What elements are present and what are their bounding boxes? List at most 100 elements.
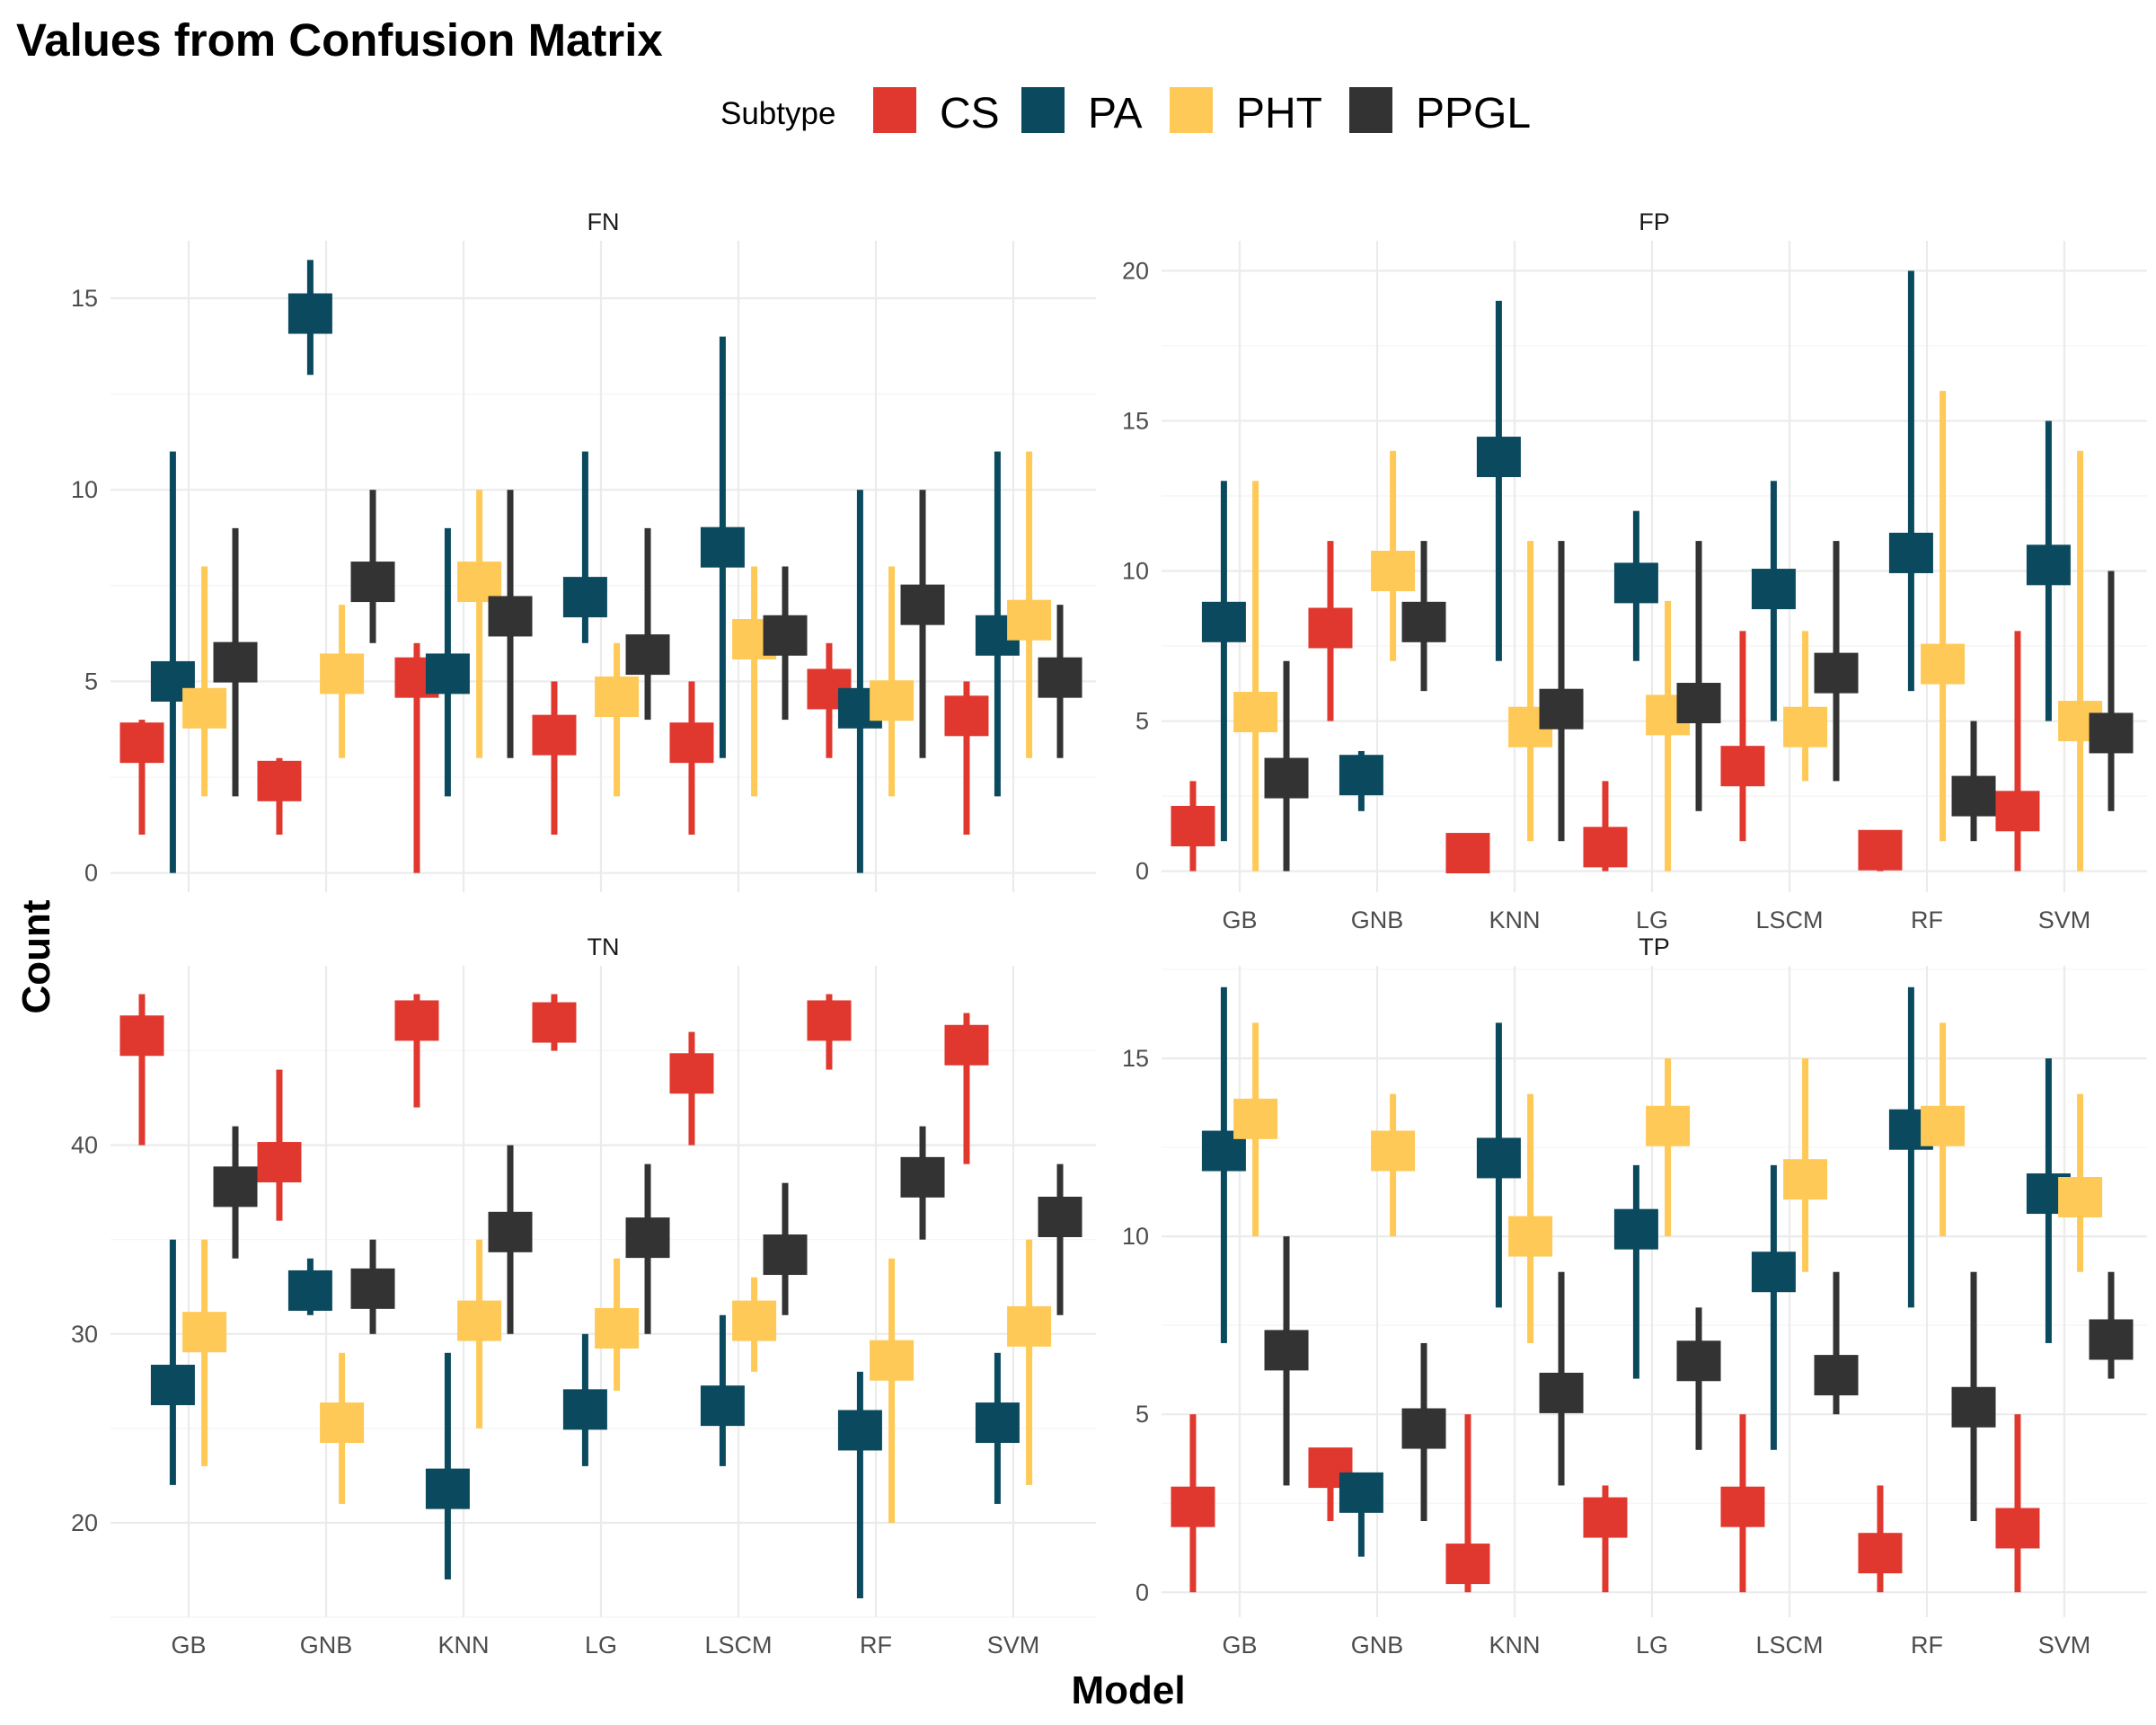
mean-box	[625, 1217, 670, 1259]
range-line	[856, 490, 863, 873]
y-tick-label: 30	[71, 1321, 98, 1348]
range-line	[1220, 481, 1227, 842]
mean-box	[1171, 1486, 1215, 1527]
range-line	[614, 642, 621, 797]
mean-box	[700, 526, 745, 568]
legend-title: Subtype	[720, 96, 835, 131]
chart-title: Values from Confusion Matrix	[16, 14, 663, 66]
mean-box	[1858, 829, 1903, 871]
y-tick-label: 0	[84, 860, 98, 887]
legend-label: PHT	[1236, 90, 1322, 137]
x-tick-label: SVM	[987, 1632, 1040, 1659]
x-tick-label: GB	[1222, 1632, 1257, 1659]
mean-box	[1508, 1216, 1553, 1257]
mean-box	[425, 653, 470, 694]
range-line	[888, 1258, 896, 1523]
mean-box	[1995, 791, 2040, 832]
x-tick-label: GB	[171, 1632, 206, 1659]
mean-box	[1539, 1372, 1584, 1413]
x-tick-label: SVM	[2038, 1632, 2091, 1659]
x-tick-label: RF	[860, 1632, 892, 1659]
range-line	[2014, 1414, 2021, 1593]
mean-box	[1371, 551, 1416, 592]
mean-box	[1583, 1497, 1628, 1538]
mean-box	[1814, 1355, 1859, 1396]
range-line	[1665, 600, 1672, 871]
x-tick-label: GNB	[1351, 907, 1404, 933]
y-tick-label: 10	[1122, 558, 1149, 585]
range-line	[1739, 631, 1746, 842]
mean-box	[1445, 1544, 1490, 1585]
range-line	[1940, 391, 1947, 842]
range-line	[751, 566, 758, 797]
series-pht	[1233, 391, 2103, 871]
mean-box	[1583, 827, 1628, 868]
range-line	[1464, 1414, 1471, 1593]
mean-box	[213, 1166, 258, 1208]
legend-entry-pa: PA	[1021, 87, 1142, 137]
mean-box	[457, 562, 502, 603]
y-tick-label: 0	[1135, 858, 1149, 885]
x-tick-label: KNN	[1489, 907, 1540, 933]
series-ppgl	[1264, 541, 2134, 871]
range-line	[1770, 1164, 1777, 1450]
range-line	[2107, 571, 2115, 811]
mean-box	[1339, 1472, 1383, 1513]
mean-box	[1921, 643, 1966, 685]
y-tick-label: 15	[1122, 1045, 1149, 1072]
x-tick-label: GB	[1222, 907, 1257, 933]
mean-box	[1751, 569, 1796, 610]
mean-box	[1783, 706, 1828, 748]
x-tick-label: KNN	[437, 1632, 489, 1659]
mean-box	[182, 1312, 227, 1353]
mean-box	[394, 1000, 439, 1041]
legend-swatch-pht	[1170, 87, 1213, 133]
mean-box	[182, 687, 227, 729]
range-line	[1665, 1058, 1672, 1237]
range-line	[1833, 1271, 1840, 1415]
x-tick-label: LG	[1636, 1632, 1668, 1659]
legend-label: PPGL	[1416, 90, 1531, 137]
legend: Subtype CS PA PHT PPGL	[720, 87, 1531, 137]
mean-box	[1951, 775, 1996, 817]
mean-box	[1995, 1508, 2040, 1549]
mean-box	[2089, 1319, 2134, 1360]
x-tick-label: SVM	[2038, 907, 2091, 933]
mean-box	[1676, 683, 1721, 724]
mean-box	[350, 1268, 395, 1309]
mean-box	[1264, 1330, 1309, 1371]
legend-label: CS	[940, 90, 1000, 137]
range-line	[963, 681, 970, 836]
mean-box	[119, 722, 164, 764]
panel-tn: TN 20 30 40 GB GNB KNN LG LSCM RF SVM	[71, 933, 1096, 1659]
x-tick-label: LSCM	[1755, 907, 1823, 933]
mean-box	[900, 584, 945, 625]
mean-box	[944, 1024, 989, 1066]
range-line	[1602, 1485, 1609, 1593]
series-ppgl	[1264, 1236, 2134, 1522]
range-line	[1602, 781, 1609, 871]
mean-box	[1171, 805, 1215, 846]
mean-box	[807, 1000, 852, 1041]
mean-box	[350, 562, 395, 603]
mean-box	[669, 722, 714, 764]
mean-box	[119, 1015, 164, 1057]
range-line	[201, 1239, 208, 1466]
mean-box	[1007, 599, 1052, 641]
x-tick-label: GNB	[300, 1632, 353, 1659]
mean-box	[1783, 1159, 1828, 1200]
range-line	[581, 451, 588, 643]
mean-box	[213, 641, 258, 683]
mean-box	[944, 695, 989, 737]
range-line	[169, 1239, 176, 1485]
range-line	[1527, 541, 1534, 842]
panel-strip-label: FP	[1639, 208, 1670, 235]
y-tick-label: 15	[1122, 407, 1149, 434]
range-line	[856, 1371, 863, 1598]
y-tick-label: 5	[1135, 708, 1149, 735]
mean-box	[1814, 652, 1859, 694]
mean-box	[1308, 607, 1353, 649]
x-tick-label: RF	[1911, 1632, 1943, 1659]
mean-box	[287, 1269, 332, 1311]
mean-box	[975, 1402, 1020, 1444]
